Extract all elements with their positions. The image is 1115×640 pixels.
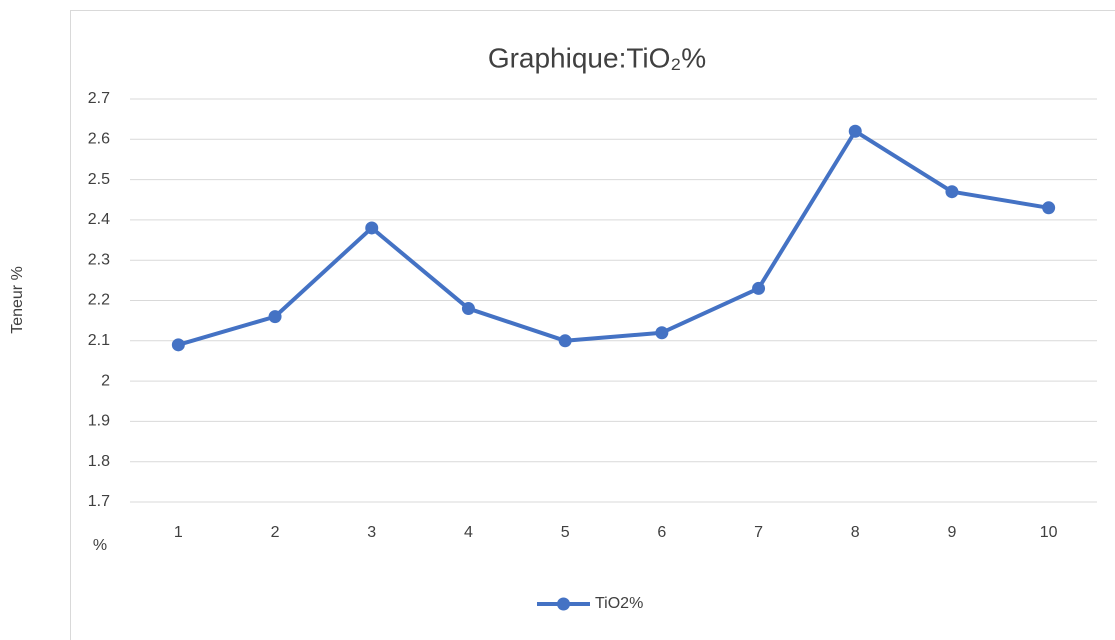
x-tick-label: 2: [271, 524, 280, 541]
y-tick-label: 2.6: [88, 131, 110, 148]
y-tick-label: 1.7: [88, 493, 110, 510]
y-tick-label: 2.7: [88, 90, 110, 107]
y-axis-label: Teneur %: [9, 266, 26, 334]
y-tick-label: 1.9: [88, 413, 110, 430]
data-point: [1042, 201, 1056, 215]
x-tick-label: 7: [754, 524, 763, 541]
x-tick-label: 9: [947, 524, 956, 541]
x-tick-label: 3: [367, 524, 376, 541]
x-tick-label: 1: [174, 524, 183, 541]
chart-frame: [70, 10, 1115, 640]
data-point: [752, 281, 766, 295]
y-tick-label: 2.1: [88, 332, 110, 349]
data-point: [365, 221, 379, 235]
data-point: [268, 310, 282, 324]
series-line: [177, 129, 1049, 347]
data-point: [655, 326, 669, 340]
x-tick-label: 5: [561, 524, 570, 541]
chart-title: Graphique:TiO₂%: [488, 42, 706, 73]
data-point: [558, 334, 572, 348]
y-tick-label: 2.5: [88, 171, 110, 188]
annotation: %: [93, 537, 107, 554]
y-tick-label: 1.8: [88, 453, 110, 470]
x-tick-label: 4: [464, 524, 473, 541]
data-point: [461, 302, 475, 316]
legend-marker: [557, 597, 570, 611]
x-tick-label: 8: [851, 524, 860, 541]
x-tick-label: 6: [657, 524, 666, 541]
legend-label: TiO2%: [595, 595, 643, 612]
y-tick-label: 2.3: [88, 251, 110, 268]
y-tick-label: 2.2: [88, 292, 110, 309]
data-point: [171, 338, 185, 352]
data-point: [848, 124, 862, 138]
x-tick-label: 10: [1040, 524, 1058, 541]
data-point: [945, 185, 959, 199]
y-tick-label: 2.4: [88, 211, 110, 228]
y-tick-label: 2: [101, 372, 110, 389]
